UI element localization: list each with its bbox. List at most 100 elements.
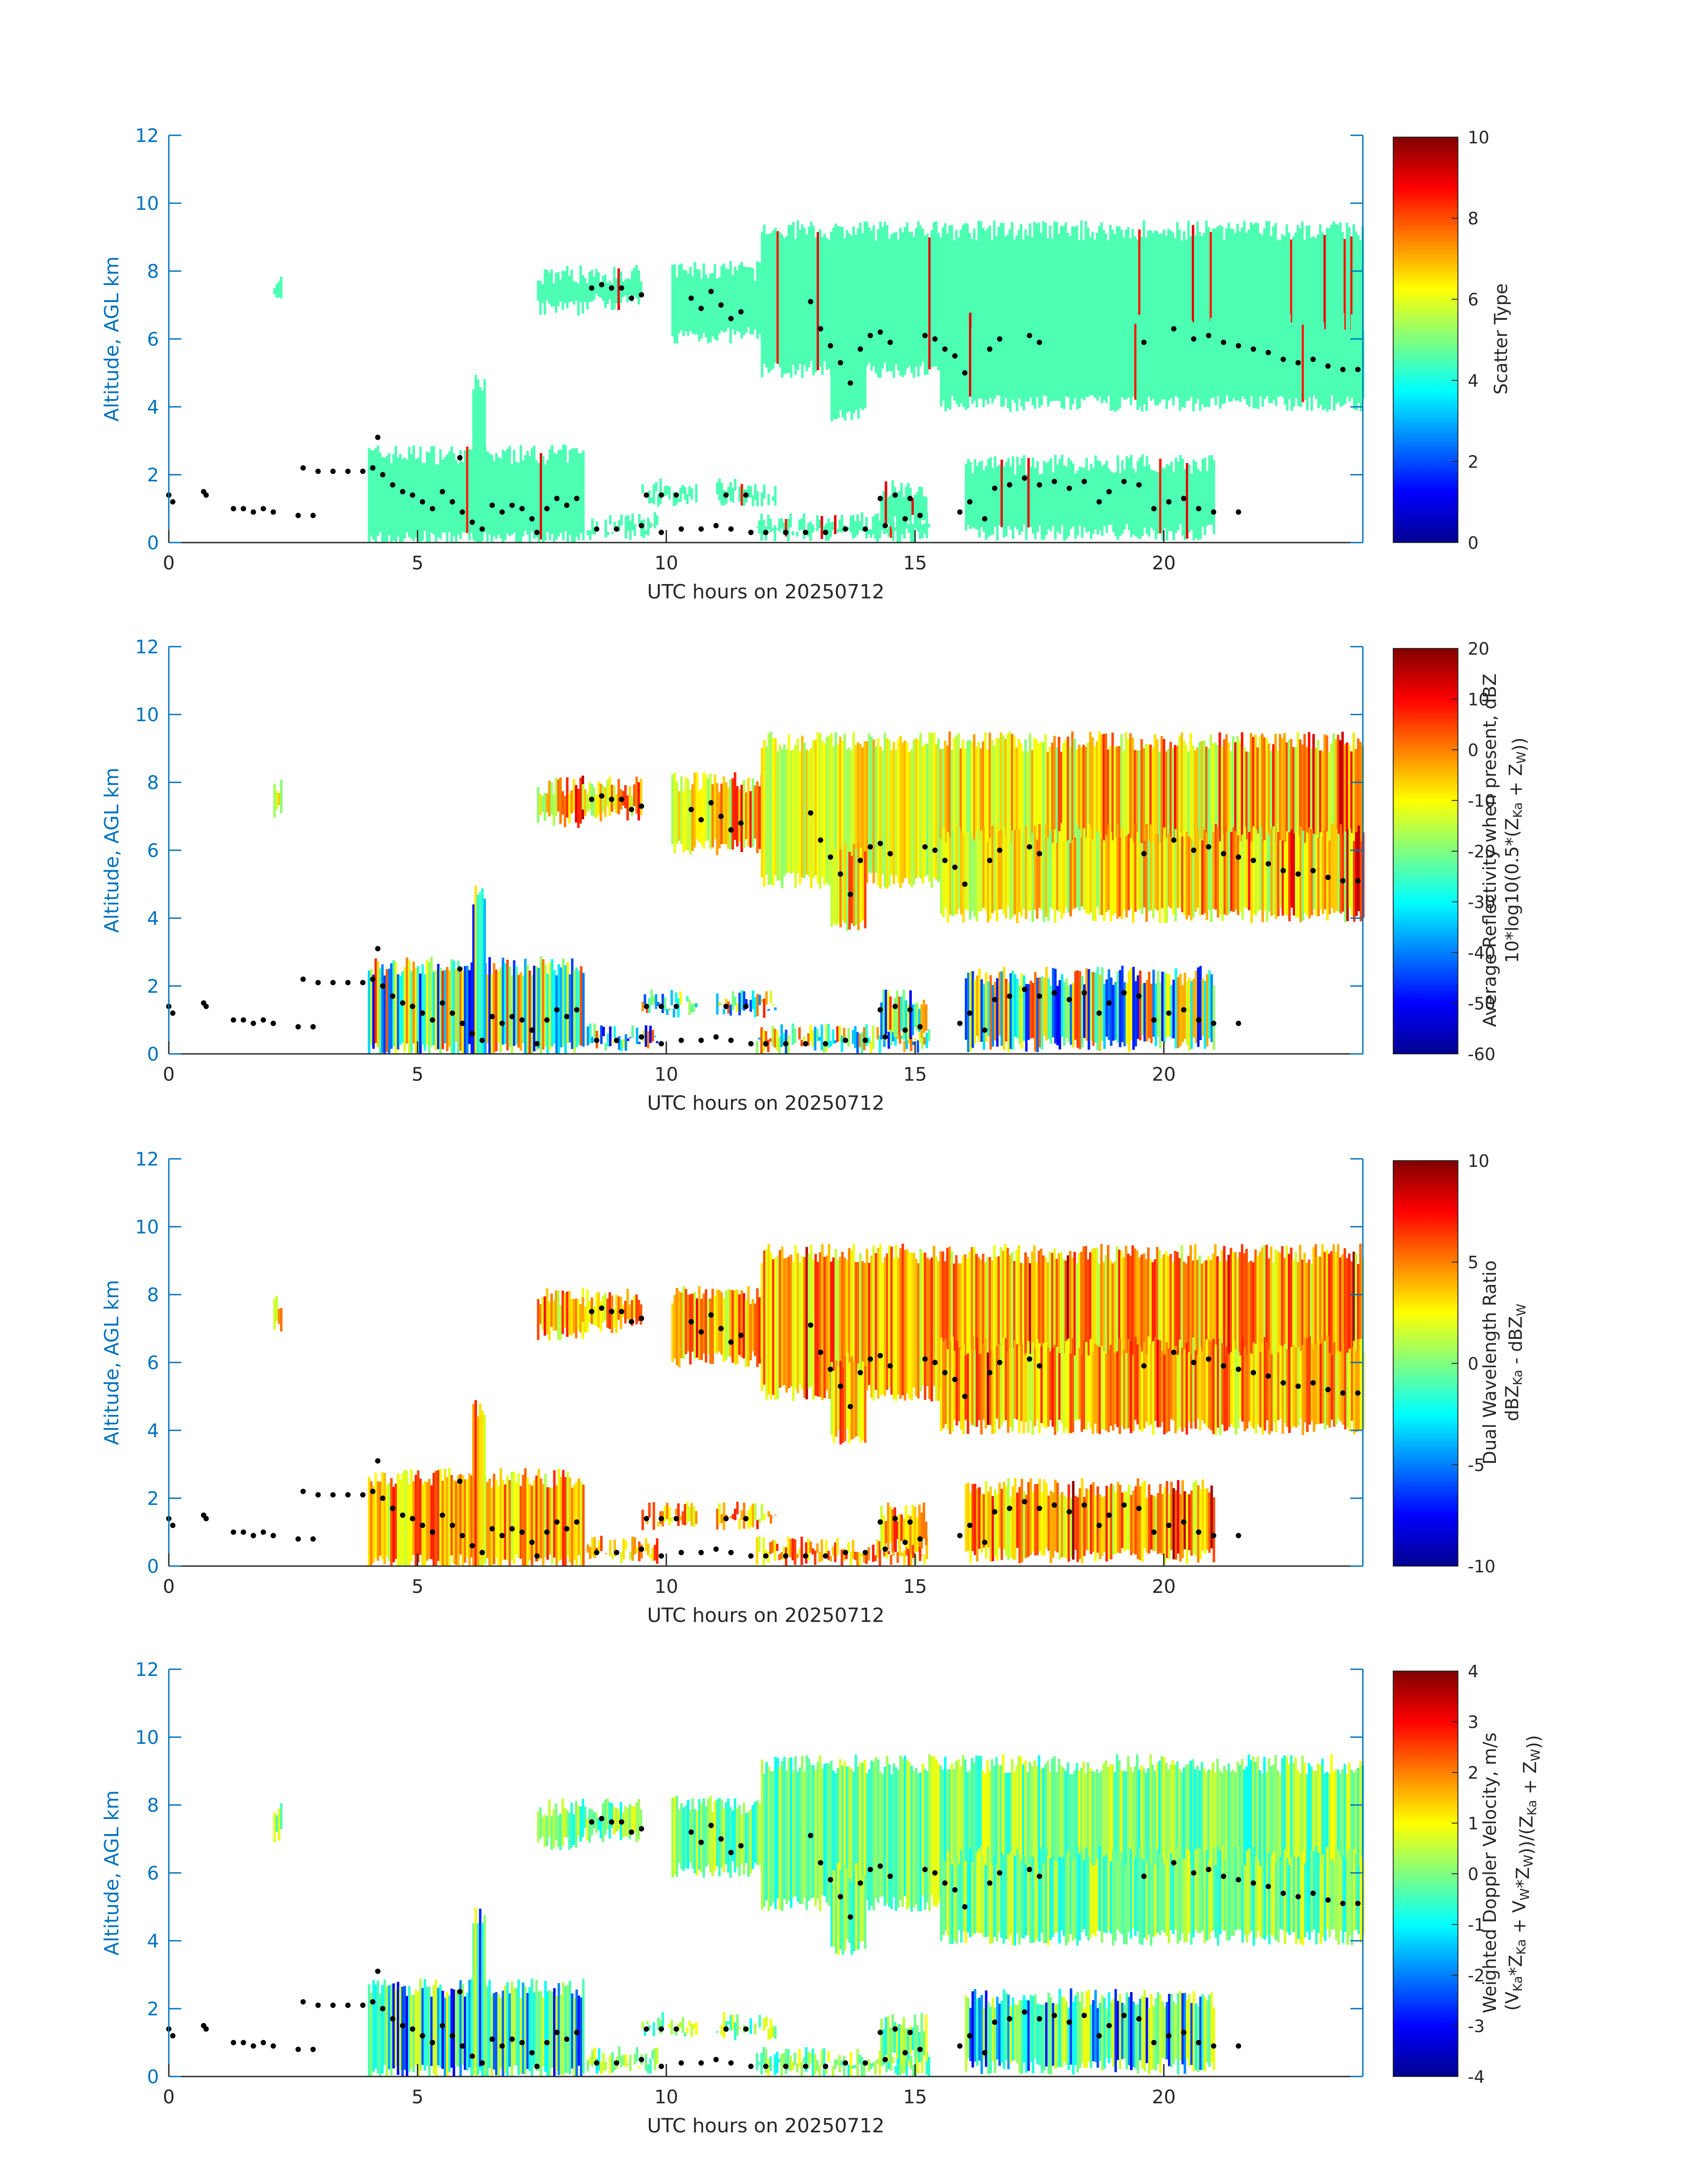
layer-dot [987,1370,993,1375]
heatmap-cell [1211,228,1215,365]
heatmap-cell [882,1515,885,1547]
heatmap-cell [1254,1249,1257,1391]
y-tick-label: 6 [147,328,159,350]
heatmap-cell [955,1255,958,1401]
heatmap-cell [1064,740,1067,886]
layer-dot [1082,990,1087,996]
heatmap-cell [1101,1853,1103,1943]
layer-dot [639,523,644,528]
heatmap-cell [383,1473,386,1565]
heatmap-cell [606,1298,609,1328]
heatmap-cell [725,999,728,1003]
heatmap-cell [1049,986,1052,1044]
heatmap-cell [980,979,983,1042]
heatmap-cell [1134,472,1137,536]
heatmap-cell [584,1307,587,1333]
heatmap-cell [1049,1858,1052,1940]
heatmap-cell [1037,222,1040,376]
heatmap-cell [985,1338,987,1429]
heatmap-cell [1045,324,1048,397]
heatmap-cell [937,1763,940,1904]
heatmap-cell [796,738,799,873]
heatmap-cell [1085,968,1088,1041]
heatmap-cell [1139,843,1141,910]
heatmap-cell [781,234,784,378]
heatmap-cell [641,1509,644,1530]
heatmap-cell [830,859,833,927]
heatmap-cell [1220,1772,1224,1904]
heatmap-cell [843,1257,846,1397]
layer-dot [843,2060,848,2066]
heatmap-cell [1225,228,1228,378]
heatmap-cell [827,1024,830,1048]
layer-dot [370,976,376,982]
colorbar-label: Scatter Type [1491,284,1512,395]
heatmap-cell [1161,1494,1164,1555]
heatmap-cell [1322,836,1324,914]
heatmap-cell [1060,1252,1063,1390]
heatmap-cell [1084,221,1087,376]
heatmap-cell [1011,1759,1014,1897]
heatmap-cell [1249,1261,1253,1391]
heatmap-cell [1227,742,1230,875]
layer-dot [1171,837,1177,843]
heatmap-cell [1209,232,1212,364]
heatmap-cell [711,273,714,336]
heatmap-cell [1257,1355,1260,1425]
layer-dots [166,793,1361,1047]
heatmap-cell [1034,972,1037,1052]
layer-dot [862,1037,868,1043]
layer-dot [763,1553,768,1559]
heatmap-cell [1018,465,1021,535]
heatmap-cell [466,1479,469,1557]
heatmap-cell [1085,317,1088,397]
heatmap-cell [1286,1349,1289,1427]
heatmap-cell [1243,1253,1246,1393]
layer-dot [643,1003,649,1009]
y-tick-label: 8 [147,772,159,794]
heatmap-cell [526,965,529,1054]
heatmap-cell [819,229,822,367]
heatmap-cell [1218,1769,1221,1909]
heatmap-cell [971,473,974,527]
heatmap-cell [1090,1484,1093,1554]
heatmap-cell [998,1856,1001,1933]
heatmap-cell [1182,231,1186,366]
heatmap-cell [1056,1483,1059,1553]
heatmap-cell [1162,1254,1165,1390]
colorbar-tick-label: 4 [1468,1662,1478,1681]
heatmap-cell [1223,1246,1226,1392]
heatmap-cell [1243,1769,1246,1903]
heatmap-cell [879,221,882,378]
heatmap-cell [1221,834,1224,921]
heatmap-cell [1067,458,1070,536]
layer-dot [838,360,844,366]
heatmap-cell [1080,747,1083,873]
heatmap-cell [905,2057,908,2076]
heatmap-cell [1058,459,1061,534]
heatmap-cell [560,1995,563,2074]
heatmap-cell [1087,320,1090,397]
heatmap-cell [1203,1861,1206,1943]
heatmap-cell [1168,465,1171,531]
heatmap-cell [539,794,542,815]
heatmap-cell [731,488,735,503]
heatmap-cell [1197,2006,1200,2072]
heatmap-cell [604,1043,607,1051]
layer-dot [170,499,175,505]
heatmap-cell [1170,1853,1173,1930]
heatmap-cell [414,1989,418,2065]
heatmap-cell [1346,1353,1349,1428]
heatmap-cell [1112,1849,1115,1946]
heatmap-cell [1313,1350,1315,1432]
heatmap-cell [1083,1860,1086,1929]
heatmap-cell [841,1765,844,1901]
heatmap-cell [678,264,681,334]
heatmap-cell [1092,972,1095,1046]
heatmap-cell [834,732,837,875]
heatmap-cell [914,1004,916,1027]
heatmap-cell [990,1759,994,1905]
heatmap-cell [1185,1263,1188,1393]
heatmap-cell [1217,1338,1219,1428]
heatmap-cell [1198,1255,1201,1387]
